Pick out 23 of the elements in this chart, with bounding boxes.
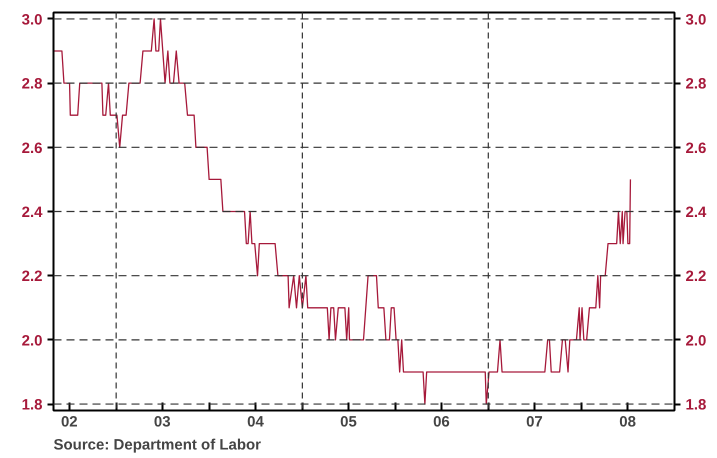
x-tick-label: 05 [340,414,357,430]
x-tick-label: 06 [433,414,450,430]
x-tick-label: 07 [526,414,543,430]
y-tick-label: 2.4 [22,204,44,221]
y-tick-label: 2.0 [22,332,43,350]
y-tick-label: 2.2 [22,268,43,286]
y-tick-label: 2.8 [22,76,43,93]
x-tick-label: 03 [154,414,171,430]
x-tick-label: 02 [60,414,78,430]
y2-tick-label: 3.0 [686,11,706,28]
y2-tick-label: 1.8 [686,396,706,414]
line-series [54,18,632,405]
y2-tick-label: 2.4 [686,204,708,221]
source-note: Source: Department of Labor [54,436,262,454]
y-tick-label: 1.8 [22,396,43,414]
y2-tick-label: 2.0 [686,332,706,350]
y2-tick-label: 2.2 [686,268,706,286]
y2-tick-label: 2.8 [686,76,706,93]
x-tick-label: 08 [619,414,636,430]
y-tick-label: 3.0 [22,11,43,28]
x-tick-label: 04 [247,414,264,430]
y-tick-label: 2.6 [22,140,43,157]
y2-tick-label: 2.6 [686,140,706,157]
